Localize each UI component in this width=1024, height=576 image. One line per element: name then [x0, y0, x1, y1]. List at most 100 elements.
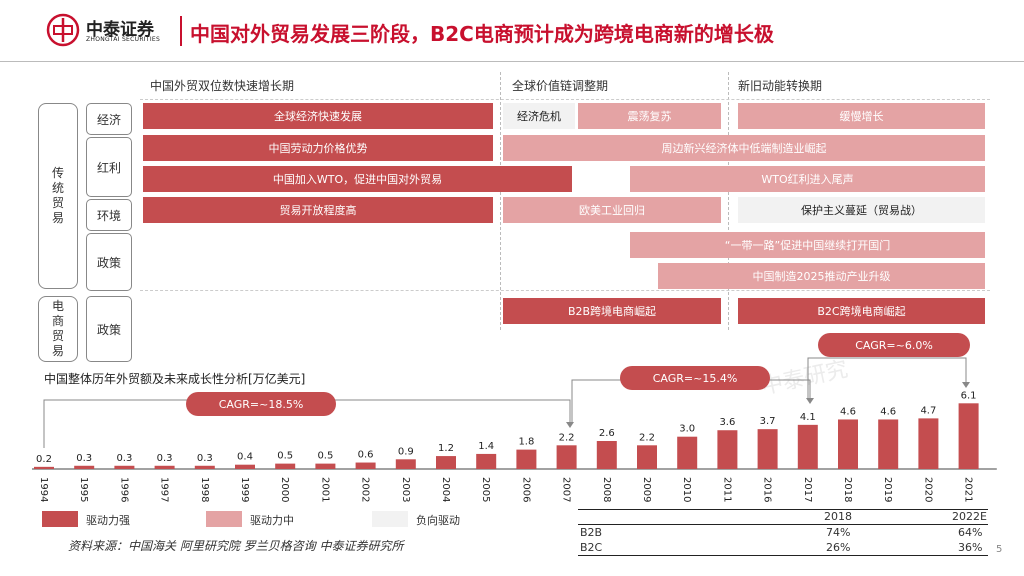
bar-global-growth: 全球经济快速发展: [143, 103, 493, 129]
legend-swatch-medium: [206, 511, 242, 527]
phase-3: 新旧动能转换期: [738, 79, 823, 93]
legend-swatch-strong: [42, 511, 78, 527]
bar-emerging-economies: 周边新兴经济体中低端制造业崛起: [503, 135, 985, 161]
x-tick-label: 2019: [882, 477, 893, 502]
data-label: 3.0: [679, 424, 695, 435]
data-label: 0.3: [197, 453, 213, 464]
x-tick-label: 2017: [802, 477, 813, 502]
x-tick-label: 2018: [842, 477, 853, 502]
x-tick-label: 2009: [641, 477, 652, 502]
x-tick-label: 2011: [721, 477, 732, 502]
data-label: 3.6: [719, 417, 735, 428]
x-tick-label: 1999: [239, 477, 250, 502]
x-tick-label: 2016: [762, 477, 773, 502]
table-top-rule: [578, 509, 988, 510]
row-label-policy-ecommerce: 政策: [86, 296, 132, 362]
chart-bar: [677, 436, 698, 469]
data-label: 0.9: [398, 446, 414, 457]
legend-swatch-negative: [372, 511, 408, 527]
bar-trade-openness: 贸易开放程度高: [143, 197, 493, 223]
bar-protectionism: 保护主义蔓延（贸易战）: [738, 197, 985, 223]
phase-divider: [500, 72, 501, 330]
table-row-label: B2C: [580, 541, 603, 554]
page-number: 5: [996, 544, 1003, 555]
x-tick-label: 2007: [561, 477, 572, 502]
data-label: 1.2: [438, 443, 454, 454]
chart-bar: [556, 445, 577, 469]
data-label: 6.1: [961, 390, 977, 401]
x-tick-label: 1995: [78, 477, 89, 502]
bar-b2b-rise: B2B跨境电商崛起: [503, 298, 721, 324]
row-label-environment: 环境: [86, 199, 132, 231]
bar-b2c-rise: B2C跨境电商崛起: [738, 298, 985, 324]
chart-bar: [637, 445, 657, 469]
chart-bar: [516, 449, 537, 469]
group-traditional: 传统贸易: [38, 103, 78, 289]
x-tick-label: 2008: [601, 477, 612, 502]
chart-bar: [194, 465, 215, 469]
data-label: 0.5: [317, 451, 333, 462]
x-tick-label: 2005: [480, 477, 491, 502]
table-cell: 64%: [958, 526, 983, 539]
bar-reshoring: 欧美工业回归: [503, 197, 721, 223]
data-label: 4.6: [880, 406, 896, 417]
logo-en-text: ZHONGTAI SECURITIES: [86, 36, 161, 43]
data-label: 0.6: [358, 450, 374, 461]
data-label: 0.4: [237, 452, 253, 463]
chart-bar: [34, 466, 54, 469]
chart-bar: [918, 418, 939, 469]
data-label: 0.2: [36, 454, 52, 465]
header-divider: [180, 16, 182, 46]
cagr-pill-2: CAGR=~15.4%: [620, 366, 770, 390]
cagr-pill-1: CAGR=~18.5%: [186, 392, 336, 416]
chart-bar: [235, 464, 255, 469]
logo-cn-text: 中泰证券: [86, 20, 154, 40]
chart-bar: [838, 419, 858, 469]
bar-volatile-recovery: 震荡复苏: [578, 103, 721, 129]
data-label: 0.3: [157, 453, 173, 464]
source-note: 资料来源：中国海关 阿里研究院 罗兰贝格咨询 中泰证券研究所: [68, 539, 404, 553]
chart-bar: [797, 424, 818, 469]
zhongtai-logo-icon: [46, 13, 80, 47]
x-tick-label: 1996: [118, 477, 129, 502]
trade-volume-chart: 0.2 1994 0.3 1995 0.3 1996 0.3 1997 0.3 1998 0.4 19…: [32, 390, 997, 502]
x-tick-label: 2020: [922, 477, 933, 502]
chart-bar: [476, 453, 497, 469]
data-label: 0.3: [76, 453, 92, 464]
table-row-label: B2B: [580, 526, 603, 539]
chart-bar: [596, 441, 617, 469]
bar-economic-crisis: 经济危机: [503, 103, 575, 129]
table-cell: 74%: [826, 526, 851, 539]
table-header-2018: 2018: [824, 510, 852, 523]
row-label-dividend: 红利: [86, 137, 132, 197]
bar-made-in-china-2025: 中国制造2025推动产业升级: [658, 263, 985, 289]
data-label: 2.2: [639, 432, 655, 443]
data-label: 2.2: [559, 432, 575, 443]
legend-label-negative: 负向驱动: [416, 514, 460, 527]
data-label: 2.6: [599, 428, 615, 439]
x-tick-label: 2006: [520, 477, 531, 502]
bar-wto-ending: WTO红利进入尾声: [630, 166, 985, 192]
row-divider: [140, 290, 990, 291]
phase-divider: [728, 72, 729, 330]
chart-bar: [114, 465, 135, 469]
chart-bar: [154, 465, 175, 469]
x-tick-label: 2001: [319, 477, 330, 502]
chart-bar: [74, 465, 95, 469]
chart-bar: [757, 429, 778, 469]
x-tick-label: 1998: [199, 477, 210, 502]
bar-slow-growth: 缓慢增长: [738, 103, 985, 129]
chart-bar: [958, 403, 979, 469]
row-label-economy: 经济: [86, 103, 132, 135]
table-header-2022e: 2022E: [952, 510, 987, 523]
x-tick-label: 2000: [279, 477, 290, 502]
data-label: 0.5: [277, 451, 293, 462]
header-rule: [0, 61, 1024, 62]
x-tick-label: 2004: [440, 477, 451, 502]
data-label: 4.6: [840, 406, 856, 417]
chart-bar: [878, 419, 899, 469]
chart-title: 中国整体历年外贸额及未来成长性分析[万亿美元]: [44, 372, 306, 386]
logo: 中泰证券 ZHONGTAI SECURITIES: [46, 13, 186, 49]
x-tick-label: 2003: [400, 477, 411, 502]
legend-label-strong: 驱动力强: [86, 514, 130, 527]
